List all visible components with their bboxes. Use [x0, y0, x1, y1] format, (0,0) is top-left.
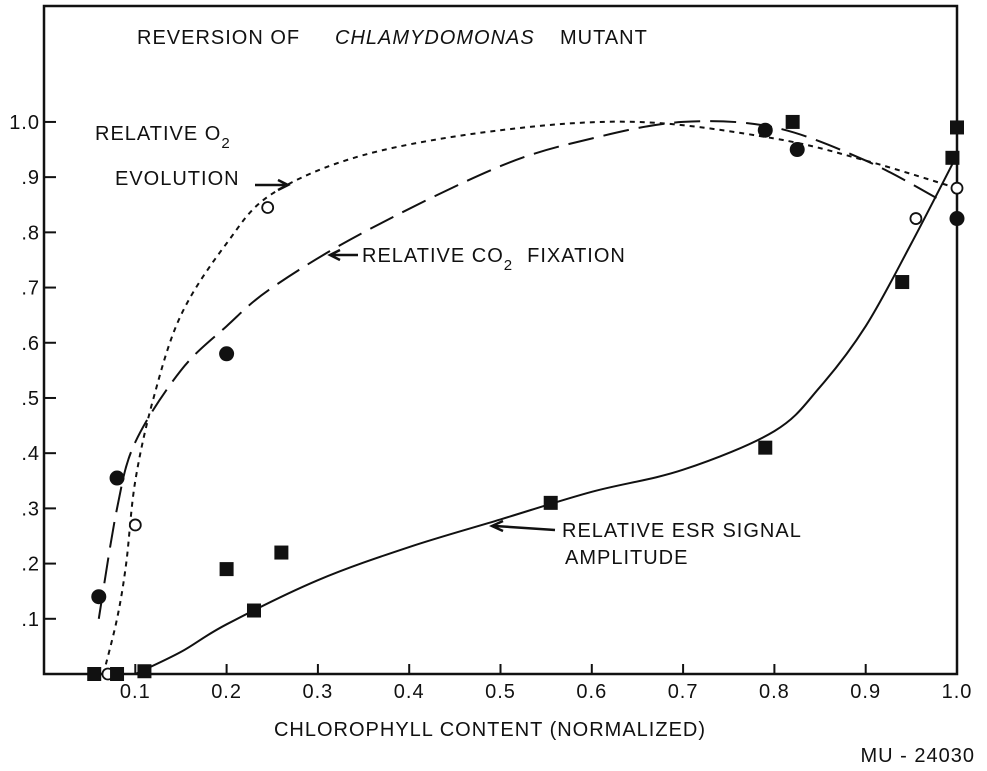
point [950, 181, 964, 195]
point [137, 664, 152, 679]
x-tick-label: 0.1 [120, 681, 151, 703]
point [789, 142, 805, 158]
arrow [327, 248, 358, 262]
y-tick-label: .5 [21, 388, 40, 410]
title-part: CHLAMYDOMONAS [335, 27, 535, 49]
y-tick-label: .7 [21, 278, 40, 300]
annotation-text: FIXATION [527, 245, 626, 267]
curve [102, 120, 958, 675]
point [261, 201, 275, 214]
title-part: REVERSION OF [137, 27, 300, 49]
x-axis-label: CHLOROPHYLL CONTENT (NORMALIZED) [274, 719, 706, 741]
y-tick-label: 1.0 [9, 112, 40, 134]
point [128, 518, 142, 532]
point [909, 212, 923, 225]
annotation: RELATIVE O2 [95, 123, 231, 152]
x-tick-label: 0.2 [211, 681, 242, 703]
point [543, 495, 558, 510]
point [757, 122, 773, 138]
x-tick-label: 0.9 [850, 681, 881, 703]
y-tick-label: .2 [21, 554, 40, 576]
annotation-sub: 2 [504, 257, 513, 274]
figure-code: MU - 24030 [861, 745, 976, 767]
y-tick-label: .8 [21, 222, 40, 244]
point [110, 667, 125, 681]
x-tick-label: 0.5 [485, 681, 516, 703]
point [246, 603, 261, 618]
arrow [488, 519, 556, 533]
annotation: RELATIVE ESR SIGNAL [562, 520, 802, 542]
point [219, 562, 234, 577]
point [758, 440, 773, 455]
x-tick-label: 0.3 [302, 681, 333, 703]
annotation: EVOLUTION [115, 168, 240, 190]
y-tick-label: .1 [21, 609, 40, 631]
annotation-text: RELATIVE CO [362, 245, 504, 267]
x-tick-label: 0.7 [668, 681, 699, 703]
x-tick-label: 0.6 [576, 681, 607, 703]
arrow [255, 178, 291, 192]
annotation: AMPLITUDE [565, 547, 688, 569]
point [87, 667, 102, 681]
point [91, 589, 107, 605]
point [109, 470, 125, 486]
annotation-sub: 2 [221, 135, 230, 152]
y-tick-label: .9 [21, 167, 40, 189]
point [219, 346, 235, 362]
point [945, 150, 960, 165]
point [274, 545, 289, 560]
chart-title: REVERSION OF CHLAMYDOMONAS MUTANT [137, 27, 648, 49]
curve [134, 154, 958, 675]
y-tick-label: .6 [21, 333, 40, 355]
x-tick-label: 1.0 [942, 681, 973, 703]
y-tick-label: .4 [21, 443, 40, 465]
title-part: MUTANT [560, 27, 648, 49]
x-tick-label: 0.4 [394, 681, 425, 703]
annotation: RELATIVE CO2 FIXATION [362, 245, 626, 274]
annotation-text: RELATIVE O [95, 123, 221, 145]
y-tick-label: .3 [21, 498, 40, 520]
plot-frame [42, 4, 959, 676]
point [895, 275, 910, 290]
point [785, 114, 800, 129]
point [950, 120, 964, 135]
x-tick-label: 0.8 [759, 681, 790, 703]
curve [97, 120, 940, 619]
point [949, 211, 965, 227]
